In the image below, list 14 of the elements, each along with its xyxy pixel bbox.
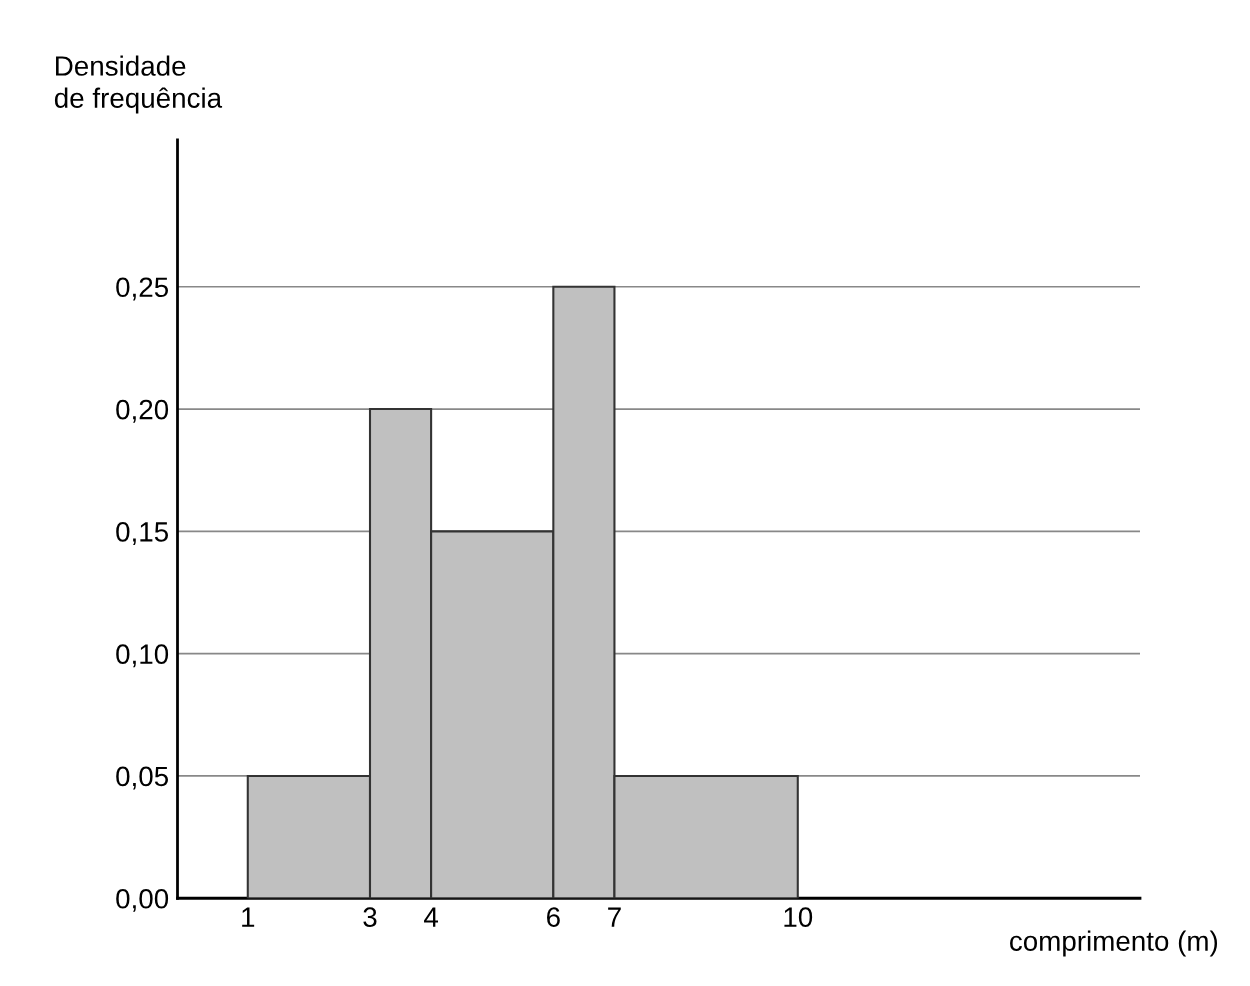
x-tick-label: 1	[242, 907, 255, 927]
x-tick-label: 7	[608, 907, 621, 927]
y-tick-label: 0,25	[116, 277, 169, 301]
y-tick-label: 0,20	[116, 399, 169, 423]
y-axis-title: Densidade de frequência	[54, 55, 223, 114]
x-tick-label: 6	[547, 907, 560, 927]
y-tick-label: 0,05	[116, 766, 169, 790]
x-tick-label: 4	[424, 907, 439, 927]
y-tick-label: 0,10	[116, 644, 169, 668]
x-axis-title: comprimento (m)	[1010, 930, 1218, 957]
x-tick-label: 3	[363, 907, 377, 927]
y-tick-label: 0,15	[116, 522, 169, 545]
x-tick-label: 10	[784, 907, 813, 927]
y-tick-label: 0,00	[116, 888, 169, 912]
